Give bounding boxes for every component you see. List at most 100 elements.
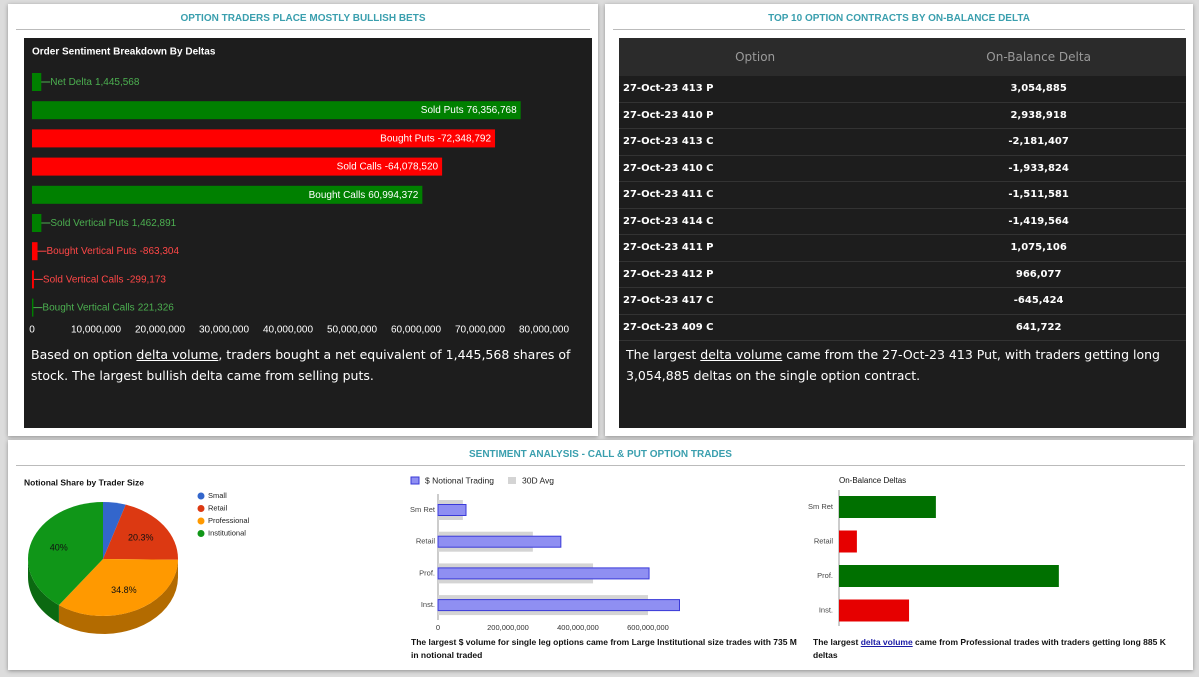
y-tick-label: Retail (416, 537, 436, 546)
y-tick-label: Sm Ret (410, 505, 436, 514)
y-tick-label: Prof. (817, 571, 833, 580)
table-cell: 27-Oct-23 411 C (619, 181, 892, 209)
caption: The largest $ volume for single leg opti… (411, 637, 797, 660)
divider (16, 465, 1185, 466)
table-cell: 27-Oct-23 413 P (619, 76, 892, 103)
bar-label: Bought Puts -72,348,792 (380, 133, 491, 144)
legend-swatch (508, 477, 516, 484)
caption-text: came from Professional trades with trade… (813, 637, 1166, 660)
bar (32, 101, 521, 120)
bar (32, 298, 34, 317)
bar (839, 496, 936, 518)
value-label: 1,462,891 (132, 218, 177, 229)
pie-side (28, 559, 59, 624)
link[interactable]: delta volume (700, 347, 783, 362)
note-text: Based on option (31, 347, 137, 362)
divider (16, 29, 590, 30)
bar (437, 599, 680, 612)
value-label: 76,356,768 (467, 105, 517, 116)
table-cell: -2,181,407 (891, 128, 1186, 156)
category-label: Bought Vertical Puts (47, 246, 137, 257)
bar (437, 535, 562, 548)
bar (32, 214, 42, 232)
legend-swatch (410, 476, 420, 485)
table-cell: 27-Oct-23 412 P (619, 261, 892, 288)
y-tick-label: Sm Ret (808, 502, 834, 511)
bar-label: Bought Vertical Puts -863,304 (47, 246, 180, 257)
y-tick-label: Retail (814, 536, 834, 545)
table-row: 27-Oct-23 414 C -1,419,564 (619, 208, 1186, 235)
note: The largest delta volume came from the 2… (626, 344, 1171, 386)
bar (839, 599, 910, 622)
value-label: 1,445,568 (95, 77, 140, 88)
table-cell: 27-Oct-23 417 C (619, 287, 892, 315)
table-cell: 3,054,885 (891, 76, 1186, 103)
category-label: Bought Calls (309, 189, 366, 200)
bar-label: Net Delta 1,445,568 (50, 77, 140, 88)
table-cell: -1,511,581 (891, 181, 1186, 209)
category-label: Sold Puts (421, 105, 464, 116)
panel-title: OPTION TRADERS PLACE MOSTLY BULLISH BETS (180, 13, 426, 24)
legend-swatch (197, 530, 205, 537)
pie-slice (103, 504, 178, 560)
bar (839, 565, 1059, 587)
x-tick-label: 600,000,000 (627, 623, 669, 632)
table-cell: 641,722 (891, 314, 1186, 341)
table-row: 27-Oct-23 413 P 3,054,885 (619, 76, 1186, 103)
table-header: Option On-Balance Delta (619, 38, 1186, 76)
category-label: Sold Vertical Puts (50, 218, 128, 229)
x-tick-label: 400,000,000 (557, 623, 599, 632)
pie-side (58, 559, 178, 634)
x-tick-label: 40,000,000 (263, 325, 313, 336)
bar (839, 530, 857, 553)
bar (32, 129, 496, 148)
table-cell: 27-Oct-23 409 C (619, 314, 892, 341)
table-row: 27-Oct-23 417 C -645,424 (619, 287, 1186, 315)
category-label: Sold Calls (337, 161, 382, 172)
category-label: Bought Vertical Calls (42, 302, 134, 313)
legend-label: 30D Avg (522, 475, 554, 485)
bar (32, 270, 34, 289)
bar-label: Bought Vertical Calls 221,326 (42, 302, 174, 313)
bar-label: Sold Vertical Puts 1,462,891 (50, 218, 176, 229)
x-tick-label: 80,000,000 (519, 325, 569, 336)
table-cell: 1,075,106 (891, 234, 1186, 262)
bar-label: Bought Calls 60,994,372 (309, 189, 419, 200)
legend-swatch (197, 505, 205, 512)
data-label: 34.8% (111, 585, 137, 595)
panel: SENTIMENT ANALYSIS - CALL & PUT OPTION T… (8, 440, 1193, 670)
caption-text: The largest (813, 637, 861, 647)
bar (437, 567, 650, 580)
table-row: 27-Oct-23 410 C -1,933,824 (619, 155, 1186, 182)
data-label: 40% (50, 542, 68, 552)
y-tick-label: Inst. (421, 600, 435, 609)
bar-label: Sold Calls -64,078,520 (337, 161, 439, 172)
table-cell: -1,933,824 (891, 155, 1186, 182)
category-label: Net Delta (50, 77, 92, 88)
table-row: 27-Oct-23 410 P 2,938,918 (619, 102, 1186, 129)
table-cell: 27-Oct-23 413 C (619, 128, 892, 156)
table-row: 27-Oct-23 411 C -1,511,581 (619, 181, 1186, 209)
x-tick-label: 70,000,000 (455, 325, 505, 336)
category-label: Sold Vertical Calls (43, 274, 124, 285)
legend-swatch (197, 492, 205, 500)
bar (32, 73, 42, 91)
link[interactable]: delta volume (136, 347, 219, 362)
x-tick-label: 20,000,000 (135, 325, 185, 336)
note: Based on option delta volume, traders bo… (31, 344, 587, 386)
pie-slice (103, 502, 126, 559)
caption: The largest delta volume came from Profe… (813, 636, 1185, 662)
x-tick-label: 0 (29, 325, 35, 336)
legend-label: Institutional (208, 528, 246, 537)
bar (32, 242, 38, 261)
data-label: 20.3% (128, 533, 154, 543)
delta-table: Option On-Balance Delta 27-Oct-23 413 P 3,0… (619, 38, 1186, 341)
table-cell: -645,424 (891, 287, 1186, 315)
panel-title: TOP 10 OPTION CONTRACTS BY ON-BALANCE DE… (768, 13, 1030, 24)
value-label: 60,994,372 (368, 189, 418, 200)
value-label: -299,173 (127, 274, 167, 285)
link[interactable]: delta volume (860, 637, 913, 647)
panel-title: SENTIMENT ANALYSIS - CALL & PUT OPTION T… (469, 449, 732, 460)
bar-label: Sold Puts 76,356,768 (421, 105, 517, 116)
